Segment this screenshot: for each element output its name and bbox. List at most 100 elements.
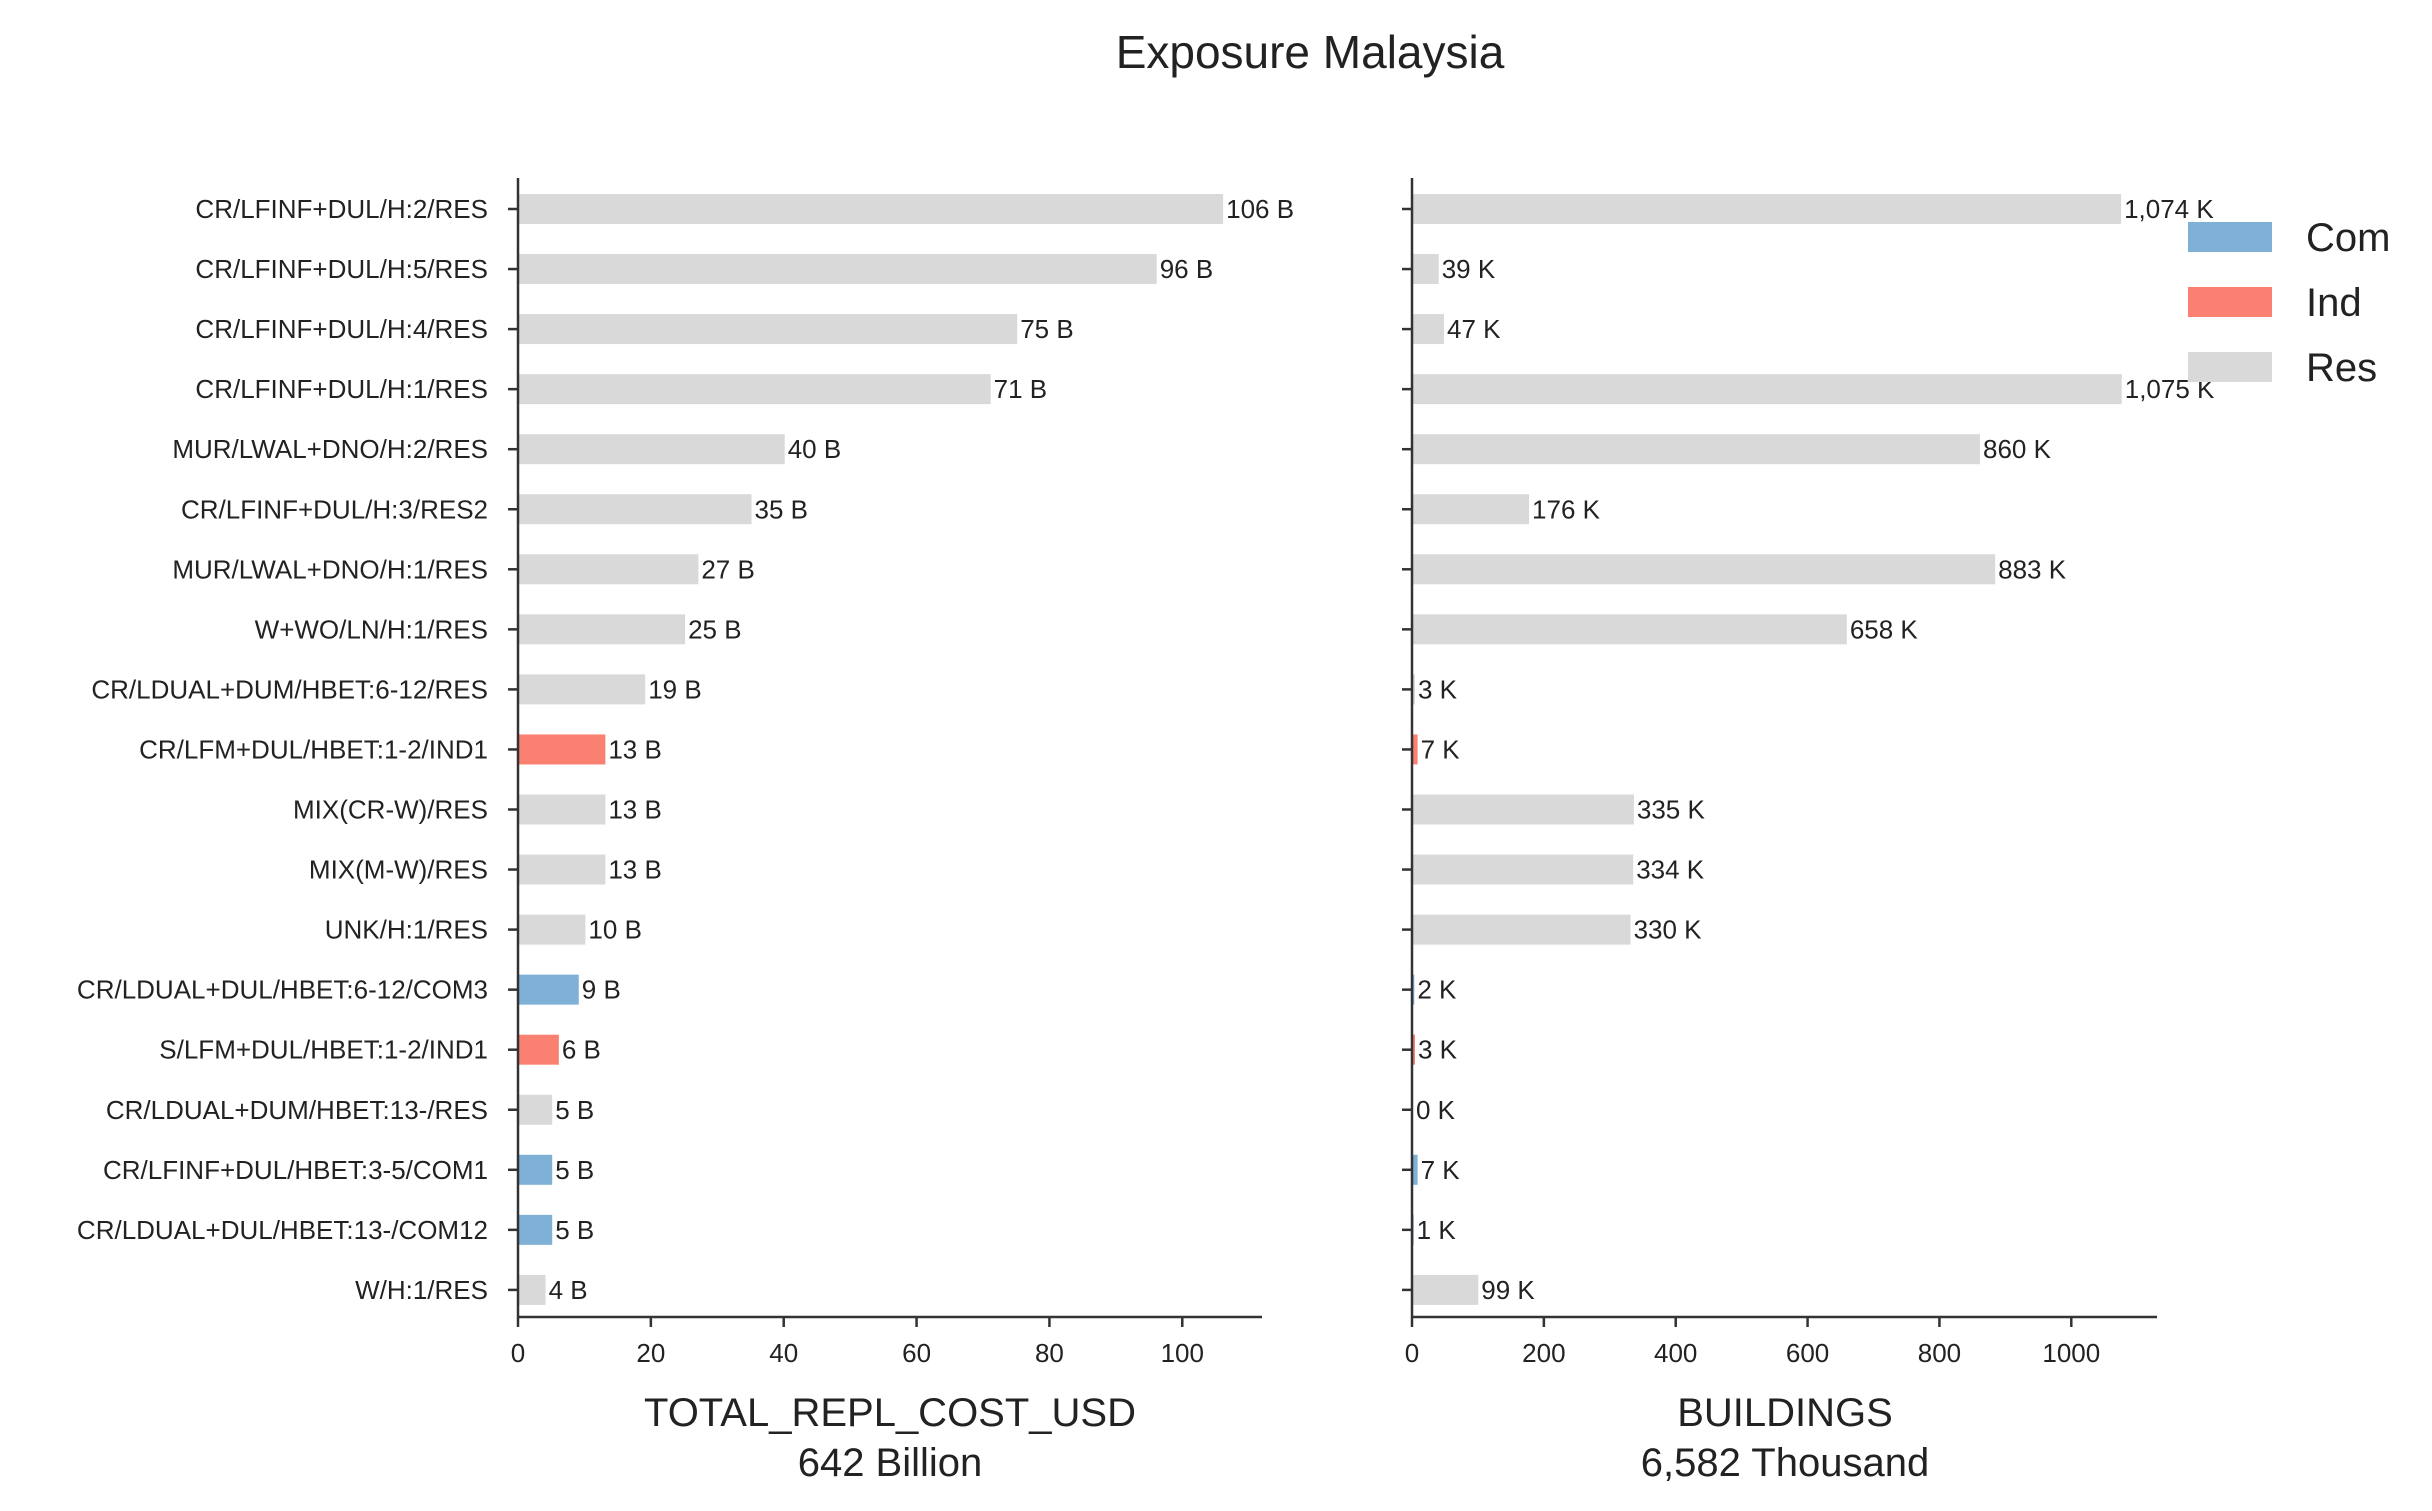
bar-value-label: 13 B: [608, 734, 662, 764]
bar: [1413, 374, 2122, 405]
bar: [519, 1274, 546, 1305]
bar-value-label: 3 K: [1418, 674, 1458, 704]
bar: [1413, 1034, 1415, 1065]
bar: [1413, 794, 1634, 825]
category-label: UNK/H:1/RES: [325, 915, 488, 945]
category-label: CR/LDUAL+DUM/HBET:13-/RES: [106, 1095, 488, 1125]
category-label: S/LFM+DUL/HBET:1-2/IND1: [159, 1035, 488, 1065]
x-tick-label: 20: [636, 1338, 665, 1368]
category-label: CR/LFINF+DUL/H:2/RES: [195, 194, 488, 224]
x-axis-total: 642 Billion: [798, 1441, 983, 1485]
bar-value-label: 1,074 K: [2124, 194, 2214, 224]
bar-value-label: 658 K: [1850, 614, 1919, 644]
bar: [1413, 434, 1980, 465]
x-axis-title: BUILDINGS: [1677, 1391, 1893, 1435]
bar: [1413, 494, 1530, 525]
legend-label-ind: Ind: [2306, 281, 2362, 325]
bar-value-label: 4 B: [549, 1275, 588, 1305]
category-label: CR/LDUAL+DUM/HBET:6-12/RES: [91, 674, 488, 704]
x-tick-label: 60: [902, 1338, 931, 1368]
category-label: CR/LFINF+DUL/H:1/RES: [195, 374, 488, 404]
bar: [519, 374, 991, 405]
bar-value-label: 334 K: [1636, 855, 1705, 885]
bar: [519, 194, 1224, 224]
category-label: CR/LDUAL+DUL/HBET:13-/COM12: [77, 1215, 488, 1245]
x-tick-label: 80: [1035, 1338, 1064, 1368]
bar-value-label: 19 B: [648, 674, 702, 704]
bar: [1413, 314, 1444, 345]
bar: [519, 1034, 559, 1065]
x-tick-label: 800: [1918, 1338, 1961, 1368]
bar: [519, 734, 606, 765]
bar: [1413, 1214, 1414, 1245]
x-tick-label: 1000: [2042, 1338, 2100, 1368]
bar: [1413, 554, 1996, 585]
bar: [519, 494, 752, 525]
legend-swatch-res: [2188, 352, 2272, 382]
bar-value-label: 10 B: [588, 915, 642, 945]
bar-value-label: 25 B: [688, 614, 742, 644]
panel-1: 106 B CR/LFINF+DUL/H:2/RES 96 B CR/LFINF+DU…: [77, 178, 1294, 1485]
bar-value-label: 3 K: [1418, 1035, 1458, 1065]
category-label: W/H:1/RES: [355, 1275, 488, 1305]
bar-value-label: 5 B: [555, 1155, 594, 1185]
bar: [1413, 614, 1847, 645]
legend: Com Ind Res: [2188, 216, 2390, 390]
bar-value-label: 47 K: [1447, 314, 1501, 344]
bar-value-label: 106 B: [1226, 194, 1294, 224]
category-label: CR/LFINF+DUL/H:5/RES: [195, 254, 488, 284]
category-label: W+WO/LN/H:1/RES: [255, 614, 488, 644]
bar-value-label: 2 K: [1417, 975, 1457, 1005]
bar: [1413, 734, 1418, 765]
category-label: MIX(M-W)/RES: [309, 855, 488, 885]
bar-value-label: 330 K: [1634, 915, 1703, 945]
bar-value-label: 71 B: [994, 374, 1047, 404]
bar: [1413, 914, 1631, 945]
bar-value-label: 5 B: [555, 1215, 594, 1245]
bar: [1413, 674, 1415, 705]
bar-value-label: 1 K: [1417, 1215, 1457, 1245]
bar-value-label: 335 K: [1637, 795, 1706, 825]
bar: [519, 1214, 553, 1245]
chart-title: Exposure Malaysia: [1116, 26, 1505, 78]
category-label: CR/LDUAL+DUL/HBET:6-12/COM3: [77, 975, 488, 1005]
bar: [519, 854, 606, 885]
bar-value-label: 883 K: [1998, 554, 2067, 584]
legend-label-com: Com: [2306, 216, 2390, 260]
bar: [519, 554, 699, 585]
bar: [1413, 854, 1634, 885]
bar: [1413, 1154, 1418, 1185]
x-tick-label: 600: [1786, 1338, 1829, 1368]
bar-value-label: 99 K: [1481, 1275, 1535, 1305]
bar-value-label: 176 K: [1532, 494, 1601, 524]
bar-value-label: 96 B: [1160, 254, 1214, 284]
category-label: CR/LFINF+DUL/H:4/RES: [195, 314, 488, 344]
legend-swatch-ind: [2188, 287, 2272, 317]
legend-label-res: Res: [2306, 346, 2377, 390]
bar-value-label: 35 B: [755, 494, 809, 524]
bar-value-label: 860 K: [1983, 434, 2052, 464]
x-axis-total: 6,582 Thousand: [1641, 1441, 1929, 1485]
bar: [519, 1094, 553, 1125]
bar: [519, 614, 686, 645]
x-tick-label: 0: [511, 1338, 525, 1368]
x-tick-label: 0: [1405, 1338, 1419, 1368]
bar: [1413, 974, 1415, 1005]
bar: [1413, 1274, 1479, 1305]
bar-value-label: 5 B: [555, 1095, 594, 1125]
category-label: MIX(CR-W)/RES: [293, 795, 488, 825]
bar-value-label: 7 K: [1421, 734, 1461, 764]
category-label: CR/LFINF+DUL/HBET:3-5/COM1: [103, 1155, 488, 1185]
bar: [519, 674, 646, 705]
bar: [519, 314, 1018, 345]
bar-value-label: 7 K: [1421, 1155, 1461, 1185]
bar-value-label: 27 B: [701, 554, 755, 584]
bar: [519, 914, 586, 945]
x-tick-label: 400: [1654, 1338, 1697, 1368]
bar-value-label: 6 B: [562, 1035, 601, 1065]
bar: [1413, 194, 2122, 224]
bar-value-label: 40 B: [788, 434, 842, 464]
bar: [519, 794, 606, 825]
